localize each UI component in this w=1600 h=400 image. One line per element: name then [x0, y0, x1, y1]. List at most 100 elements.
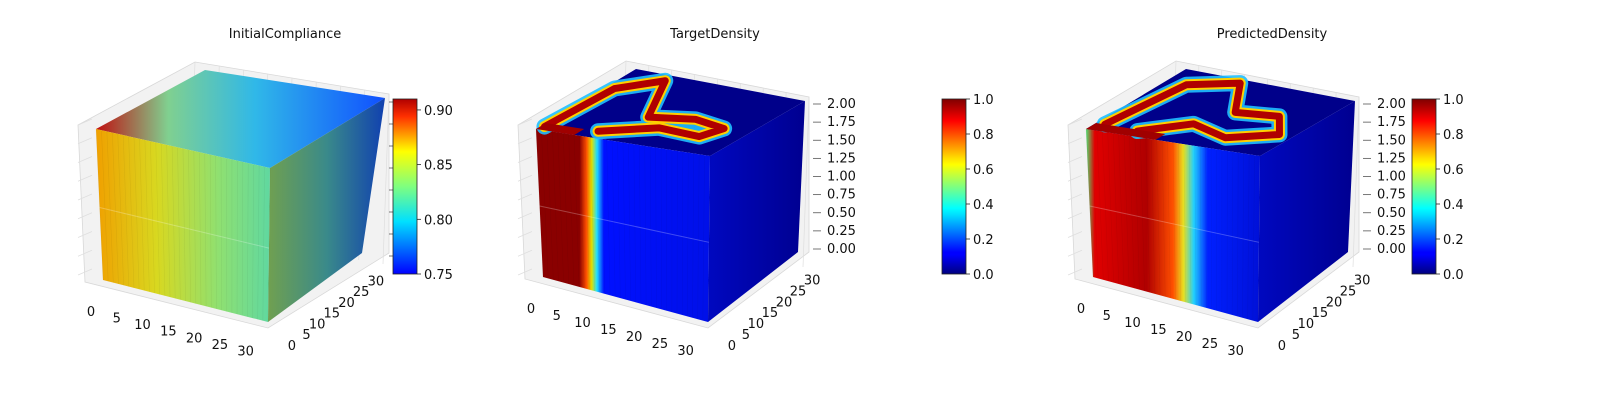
colorbar [392, 98, 418, 275]
voxel-line [193, 150, 197, 304]
voxel-line [1140, 137, 1145, 292]
voxel-line [1242, 153, 1244, 318]
cube-right-face [268, 98, 385, 322]
voxel-line [160, 143, 166, 296]
x-tick-label: 10 [134, 318, 151, 333]
density-band-core [540, 77, 728, 141]
x-tick-label: 5 [1103, 309, 1111, 324]
density-slab-top [536, 123, 585, 135]
voxel-line [1145, 138, 1151, 293]
voxel-line [1172, 142, 1176, 300]
z-tick-label: 1.75 [827, 115, 856, 130]
x-tick-label: 30 [1227, 344, 1244, 359]
voxel-line [655, 147, 657, 308]
voxel-line [692, 153, 694, 318]
panel-title: PredictedDensity [1217, 27, 1328, 42]
voxel-line [1085, 128, 1094, 278]
colorbar-tick-label: 0.2 [973, 233, 994, 248]
grid-line [1067, 156, 1083, 163]
voxel-line [573, 134, 580, 287]
grid-line [517, 137, 533, 145]
voxel-line [177, 147, 181, 300]
voxel-line [633, 144, 637, 303]
density-band-core [1101, 79, 1283, 142]
x-tick-label: 20 [626, 330, 643, 345]
grid-line [1067, 174, 1083, 182]
grid-line [1067, 268, 1083, 276]
y-tick-label: 20 [1326, 295, 1343, 310]
voxel-line [1161, 140, 1166, 297]
y-tick-label: 0 [288, 339, 296, 354]
voxel-line [95, 128, 104, 281]
voxel-line [639, 145, 642, 304]
x-tick-label: 10 [1124, 316, 1141, 331]
voxel-line [117, 133, 124, 286]
z-tick-label: 0.25 [1377, 224, 1406, 239]
voxel-line [1091, 129, 1099, 279]
voxel-line [707, 155, 711, 323]
x-tick-label: 20 [1176, 330, 1193, 345]
voxel-line [611, 140, 616, 297]
voxel-line [697, 154, 700, 320]
voxel-line [644, 145, 647, 306]
x-tick-label: 15 [1150, 323, 1167, 338]
x-tick-label: 0 [527, 302, 535, 317]
voxel-line [557, 132, 564, 283]
colorbar-tick-label: 1.0 [1443, 93, 1464, 108]
y-tick-label: 10 [309, 317, 326, 332]
x-tick-label: 10 [574, 316, 591, 331]
voxel-line [595, 138, 601, 293]
grid-line [77, 212, 93, 220]
voxel-line [215, 155, 217, 309]
voxel-line [681, 151, 684, 315]
z-tick-label: 2.00 [827, 97, 856, 112]
voxel-line [1134, 136, 1140, 290]
voxel-seam [99, 207, 270, 249]
y-tick-label: 10 [1298, 317, 1315, 332]
y-tick-label: 10 [748, 317, 765, 332]
voxel-line [101, 130, 109, 282]
voxel-line [1194, 145, 1197, 306]
x-tick-label: 5 [553, 309, 561, 324]
cube-right-face [1258, 101, 1355, 322]
voxel-line [220, 157, 222, 311]
cube-front-face [96, 129, 270, 322]
colorbar-tick-label: 0.2 [1443, 233, 1464, 248]
panel-title: InitialCompliance [229, 27, 342, 42]
voxel-line [702, 155, 705, 321]
voxel-line [1199, 146, 1202, 307]
grid-line [77, 193, 93, 201]
voxel-line [579, 135, 585, 289]
voxel-line [1107, 132, 1114, 283]
z-tick-label: 1.00 [1377, 170, 1406, 185]
voxel-line [257, 165, 260, 320]
voxel-line [144, 139, 150, 292]
x-tick-label: 0 [87, 305, 95, 320]
x-tick-label: 25 [1202, 337, 1219, 352]
x-tick-label: 25 [652, 337, 669, 352]
colorbar-tick-label: 0.90 [424, 104, 453, 119]
y-tick-label: 20 [338, 296, 355, 311]
voxel-line [1210, 148, 1212, 310]
voxel-line [188, 149, 191, 303]
colorbar-tick-label: 1.0 [973, 93, 994, 108]
y-tick-label: 0 [1278, 339, 1286, 354]
voxel-line [1112, 133, 1120, 285]
colorbar-tick-label: 0.6 [1443, 163, 1464, 178]
grid-line [517, 156, 533, 163]
y-tick-label: 30 [804, 273, 821, 288]
x-tick-label: 25 [212, 338, 229, 353]
voxel-line [133, 137, 140, 290]
colorbar-tick-label: 0.8 [973, 128, 994, 143]
voxel-line [1167, 141, 1171, 299]
y-tick-label: 30 [1354, 273, 1371, 288]
voxel-line [584, 136, 590, 290]
voxel-line [241, 161, 244, 316]
voxel-line [199, 152, 202, 305]
x-tick-label: 5 [113, 312, 121, 327]
voxel-line [617, 141, 621, 299]
z-tick-label: 1.50 [1377, 133, 1406, 148]
z-tick-label: 0.75 [1377, 188, 1406, 203]
